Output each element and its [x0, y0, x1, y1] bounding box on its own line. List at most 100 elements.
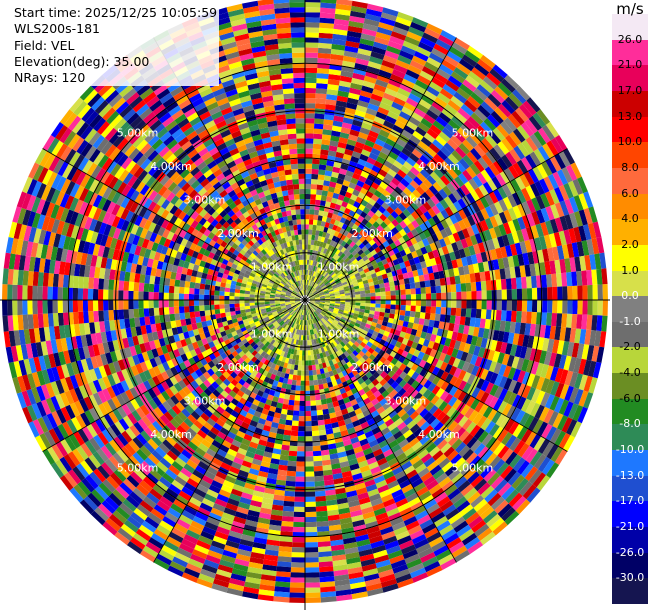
velocity-cell — [448, 512, 463, 525]
velocity-cell — [456, 524, 472, 538]
velocity-cell — [308, 309, 312, 315]
velocity-cell — [383, 374, 392, 383]
velocity-cell — [327, 349, 333, 356]
velocity-cell — [300, 385, 305, 391]
velocity-cell — [425, 306, 432, 314]
velocity-cell — [57, 300, 63, 313]
velocity-cell — [345, 318, 352, 323]
velocity-cell — [320, 301, 326, 304]
velocity-cell — [483, 469, 497, 483]
velocity-cell — [214, 285, 221, 291]
velocity-cell — [311, 420, 319, 427]
velocity-cell — [385, 300, 391, 305]
velocity-cell — [370, 410, 380, 419]
velocity-cell — [437, 496, 451, 508]
velocity-cell — [405, 492, 419, 503]
velocity-cell — [484, 394, 494, 406]
velocity-cell — [337, 312, 343, 317]
velocity-cell — [153, 284, 160, 293]
velocity-cell — [327, 326, 332, 332]
velocity-cell — [340, 408, 349, 416]
velocity-cell — [398, 355, 406, 364]
velocity-cell — [357, 400, 366, 408]
velocity-cell — [123, 309, 130, 319]
velocity-cell — [449, 315, 456, 324]
velocity-cell — [313, 460, 323, 467]
velocity-cell — [314, 480, 325, 487]
velocity-cell — [500, 310, 507, 322]
velocity-cell — [189, 281, 196, 289]
velocity-cell — [314, 475, 324, 482]
velocity-cell — [404, 447, 415, 457]
velocity-cell — [498, 376, 508, 389]
velocity-cell — [433, 421, 444, 433]
velocity-cell — [362, 409, 371, 417]
velocity-cell — [345, 327, 352, 333]
velocity-cell — [118, 309, 125, 320]
velocity-cell — [462, 371, 472, 383]
velocity-cell — [281, 403, 289, 410]
velocity-cell — [370, 334, 377, 341]
velocity-cell — [173, 300, 179, 307]
velocity-cell — [174, 313, 181, 321]
velocity-cell — [375, 336, 382, 343]
velocity-cell — [467, 491, 481, 505]
velocity-cell — [410, 389, 419, 398]
velocity-cell — [333, 333, 339, 340]
velocity-cell — [494, 500, 509, 514]
velocity-cell — [420, 306, 426, 313]
velocity-cell — [583, 359, 592, 376]
velocity-cell — [450, 307, 457, 316]
velocity-cell — [297, 431, 305, 437]
velocity-cell — [293, 506, 305, 513]
velocity-cell — [480, 337, 488, 349]
velocity-cell — [476, 300, 482, 310]
velocity-cell — [295, 476, 305, 482]
velocity-cell — [557, 415, 568, 431]
velocity-cell — [474, 317, 481, 328]
velocity-cell — [433, 544, 449, 557]
velocity-cell — [470, 439, 482, 453]
velocity-cell — [291, 552, 305, 558]
velocity-cell — [519, 322, 526, 335]
velocity-cell — [569, 371, 579, 388]
velocity-cell — [346, 390, 354, 397]
velocity-cell — [305, 557, 319, 563]
velocity-cell — [393, 493, 406, 503]
velocity-cell — [466, 436, 478, 449]
velocity-cell — [477, 482, 491, 496]
velocity-cell — [430, 418, 441, 429]
velocity-cell — [184, 281, 191, 288]
velocity-cell — [334, 303, 341, 306]
velocity-cell — [365, 300, 371, 304]
velocity-cell — [289, 597, 305, 603]
velocity-cell — [350, 300, 356, 303]
velocity-cell — [470, 335, 478, 346]
velocity-cell — [305, 501, 316, 507]
velocity-cell — [296, 375, 301, 381]
velocity-cell — [292, 537, 305, 543]
velocity-cell — [355, 353, 363, 360]
velocity-cell — [417, 395, 427, 405]
velocity-cell — [287, 460, 297, 467]
velocity-cell — [78, 311, 84, 324]
velocity-cell — [505, 434, 517, 449]
velocity-cell — [283, 429, 292, 436]
velocity-cell — [453, 520, 469, 533]
velocity-cell — [381, 493, 394, 503]
velocity-cell — [325, 333, 330, 340]
velocity-cell — [354, 322, 361, 328]
velocity-cell — [480, 485, 495, 499]
velocity-cell — [409, 410, 420, 421]
velocity-cell — [415, 305, 421, 313]
velocity-cell — [531, 388, 541, 403]
velocity-cell — [198, 300, 205, 306]
velocity-cell — [471, 519, 487, 533]
velocity-cell — [361, 374, 369, 382]
velocity-cell — [349, 358, 356, 366]
velocity-cell — [479, 318, 486, 329]
velocity-cell — [52, 286, 58, 300]
velocity-cell — [398, 438, 409, 449]
velocity-cell — [334, 304, 340, 308]
velocity-cell — [300, 375, 305, 381]
